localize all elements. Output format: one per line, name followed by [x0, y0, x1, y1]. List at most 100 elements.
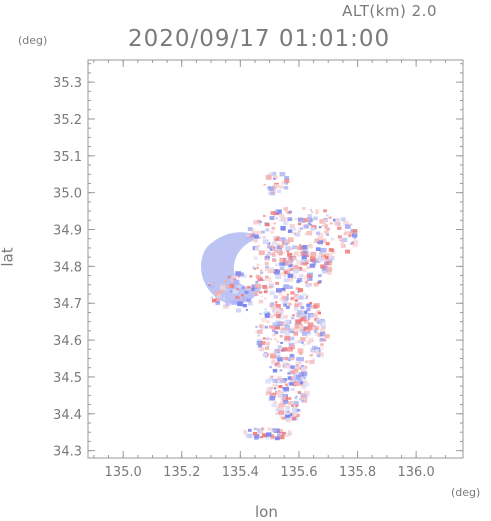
echo-cell	[287, 411, 290, 413]
echo-cell	[280, 216, 287, 222]
echo-cell	[279, 171, 286, 177]
echo-cell	[210, 282, 214, 286]
echo-cell	[306, 308, 311, 312]
echo-cell	[249, 275, 253, 278]
echo-cell	[299, 398, 302, 401]
echo-cell	[271, 306, 277, 311]
echo-cell	[340, 242, 345, 246]
x-tick-label: 135.0	[105, 465, 142, 480]
echo-cell	[313, 240, 316, 244]
echo-cell	[325, 242, 330, 246]
altitude-label: ALT(km) 2.0	[342, 2, 437, 20]
echo-cell	[302, 268, 307, 273]
echo-cell	[295, 361, 300, 365]
echo-cell	[279, 266, 285, 271]
echo-cell	[319, 346, 324, 351]
echo-cell	[297, 291, 300, 293]
y-tick-label: 34.4	[53, 408, 82, 423]
echo-cell	[314, 320, 317, 322]
echo-cell	[307, 326, 313, 331]
echo-cell	[282, 299, 288, 305]
echo-cell	[273, 401, 277, 404]
echo-cell	[324, 224, 329, 228]
echo-cell	[266, 432, 272, 437]
echo-cell	[301, 366, 306, 371]
echo-cell	[296, 233, 301, 237]
echo-cell	[268, 252, 272, 256]
echo-cell	[221, 289, 226, 293]
echo-cell	[297, 230, 301, 233]
echo-cell	[287, 273, 293, 278]
echo-cell	[300, 351, 303, 354]
echo-cell	[284, 268, 289, 272]
echo-cell	[255, 248, 258, 251]
echo-cell	[267, 245, 270, 248]
echo-cell	[298, 244, 302, 247]
echo-cell	[319, 219, 326, 224]
echo-cell	[290, 365, 295, 369]
echo-cell	[295, 413, 300, 418]
echo-cell	[288, 285, 293, 289]
echo-cell	[230, 290, 233, 293]
echo-cell	[263, 214, 266, 217]
echo-cell	[284, 319, 290, 324]
echo-cell	[297, 254, 300, 257]
echo-cell	[268, 283, 275, 288]
echo-cell	[306, 274, 312, 279]
echo-cell	[282, 251, 285, 254]
echo-cell	[265, 228, 270, 232]
echo-cell	[242, 303, 247, 308]
echo-cell	[306, 247, 309, 249]
echo-cell	[271, 387, 274, 389]
echo-cell	[289, 412, 294, 417]
echo-cell	[274, 210, 278, 213]
echo-cell	[251, 284, 258, 289]
echo-cell	[309, 213, 312, 216]
echo-cell	[326, 266, 333, 272]
echo-cell	[322, 257, 326, 261]
plot-frame	[87, 59, 464, 459]
echo-cell	[279, 308, 284, 311]
echo-cell	[280, 214, 284, 218]
echo-cell	[274, 190, 277, 192]
echo-cell	[257, 329, 263, 334]
echo-cell	[309, 359, 315, 365]
echo-cell	[295, 404, 299, 407]
echo-cell	[272, 253, 276, 257]
echo-cell	[302, 245, 308, 250]
echo-cell	[287, 237, 294, 242]
echo-cell	[261, 427, 265, 431]
echo-cell	[255, 247, 258, 250]
echo-cell	[292, 416, 296, 420]
echo-cell	[235, 295, 240, 300]
echo-cell	[290, 316, 295, 320]
echo-cell	[290, 291, 295, 295]
echo-cell	[322, 256, 325, 259]
echo-cell	[215, 291, 222, 296]
x-tick-label: 135.6	[280, 465, 317, 480]
echo-cell	[283, 182, 287, 185]
echo-cell	[280, 395, 286, 400]
echo-cell	[279, 429, 284, 432]
echo-cell	[273, 313, 277, 316]
echo-cell	[265, 287, 269, 289]
echo-cell	[265, 379, 271, 384]
echo-cell	[246, 433, 253, 439]
echo-cell	[255, 325, 258, 328]
echo-cell	[283, 278, 289, 283]
echo-cell	[307, 322, 314, 327]
echo-cell	[285, 413, 289, 417]
echo-cell	[258, 344, 263, 348]
echo-cell	[286, 250, 289, 253]
echo-cell	[265, 436, 270, 440]
echo-cell	[269, 338, 273, 341]
echo-cell	[264, 262, 269, 265]
echo-cell	[295, 300, 298, 302]
echo-cell	[260, 341, 266, 345]
echo-cell	[277, 433, 281, 437]
echo-cell	[285, 260, 291, 266]
echo-cell	[273, 222, 276, 225]
echo-cell	[253, 427, 257, 430]
echo-cell	[286, 357, 291, 361]
echo-cell	[279, 185, 284, 189]
